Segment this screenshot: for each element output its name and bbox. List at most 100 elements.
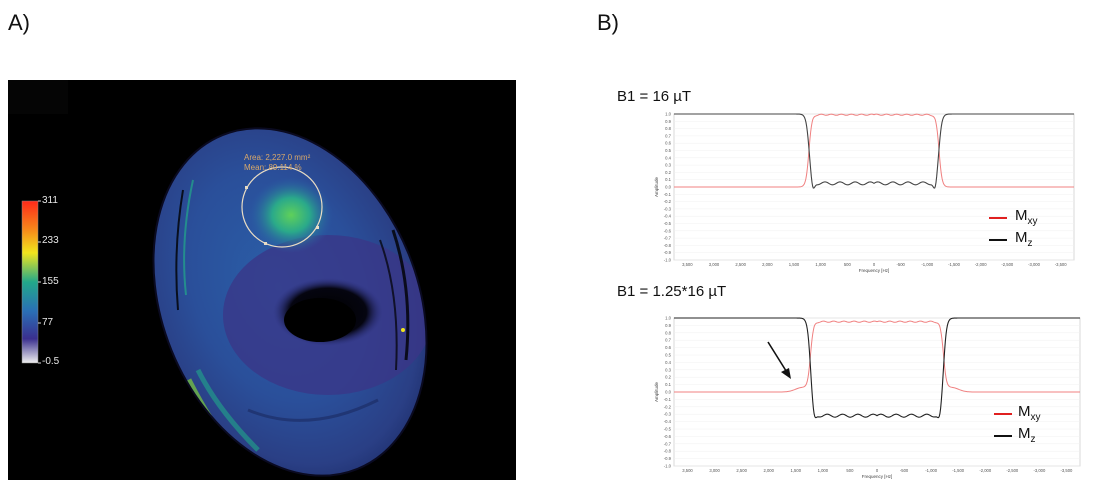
roi-mean-text: Mean: 89.114 % bbox=[244, 163, 302, 172]
mri-map-panel: 311 233 155 77 -0.5 Area: 2,227.0 mm² Me… bbox=[8, 80, 516, 480]
y-tick-label: 0.0 bbox=[665, 390, 671, 395]
y-tick-label: -0.9 bbox=[664, 456, 672, 461]
y-tick-label: -0.8 bbox=[664, 449, 672, 454]
x-tick-label: 2,000 bbox=[763, 468, 774, 473]
y-tick-label: -0.8 bbox=[664, 243, 672, 248]
y-tick-label: 0.9 bbox=[665, 323, 671, 328]
roi-circle bbox=[241, 166, 323, 248]
x-tick-label: 2,000 bbox=[762, 262, 773, 267]
x-tick-label: 500 bbox=[844, 262, 852, 267]
annotation-arrow-head bbox=[781, 368, 791, 379]
legend-line-mxy-2 bbox=[994, 413, 1012, 415]
y-tick-label: -0.3 bbox=[664, 206, 672, 211]
legend-mz-2: Mz bbox=[1018, 425, 1036, 445]
colorbar-label-min: -0.5 bbox=[42, 356, 60, 367]
legend-line-mz-2 bbox=[994, 435, 1012, 437]
x-axis-label: Frequency [Hz] bbox=[859, 268, 890, 273]
x-tick-label: 3,000 bbox=[709, 262, 720, 267]
series-mz bbox=[674, 317, 1080, 419]
y-tick-label: -0.3 bbox=[664, 412, 672, 417]
x-tick-label: -3,000 bbox=[1033, 468, 1046, 473]
x-axis-label: Frequency [Hz] bbox=[862, 474, 893, 479]
x-tick-label: -2,500 bbox=[1006, 468, 1019, 473]
annotation-arrow-shaft bbox=[767, 341, 789, 375]
y-axis-label: Amplitude bbox=[654, 382, 659, 403]
y-tick-label: 0.4 bbox=[665, 360, 671, 365]
y-tick-label: 0.7 bbox=[665, 133, 671, 138]
y-tick-label: 0.7 bbox=[665, 338, 671, 343]
y-tick-label: 0.6 bbox=[665, 141, 671, 146]
x-tick-label: -3,500 bbox=[1055, 262, 1068, 267]
plot2-svg: 1.0 0.9 0.8 0.7 0.6 0.5 0.4 0.3 0.2 0.1 0.0 -0.1 -0.… bbox=[654, 316, 1081, 479]
colorbar bbox=[21, 200, 39, 364]
x-tick-label: 2,500 bbox=[736, 468, 747, 473]
x-tick-label: -3,500 bbox=[1061, 468, 1074, 473]
y-tick-label: 0.8 bbox=[665, 126, 671, 131]
y-axis-label: Amplitude bbox=[654, 177, 659, 198]
legend-mxy-1: Mxy bbox=[1015, 207, 1038, 227]
mri-map-image bbox=[21, 115, 433, 477]
y-tick-label: -0.7 bbox=[664, 441, 672, 446]
x-tick-label: -1,000 bbox=[921, 262, 934, 267]
series-mxy bbox=[674, 320, 1080, 393]
panel-label-b: B) bbox=[597, 10, 619, 35]
roi-area-text: Area: 2,227.0 mm² bbox=[244, 153, 311, 162]
x-tick-label: -1,500 bbox=[952, 468, 965, 473]
legend-line-mxy-1 bbox=[989, 217, 1007, 219]
y-tick-label: 0.5 bbox=[665, 148, 671, 153]
y-tick-label: 0.4 bbox=[665, 155, 671, 160]
x-tick-label: 1,000 bbox=[815, 262, 826, 267]
y-tick-label: 0.2 bbox=[665, 375, 671, 380]
x-tick-label: -500 bbox=[900, 468, 909, 473]
y-tick-label: -0.4 bbox=[664, 419, 672, 424]
y-tick-label: 0.1 bbox=[665, 382, 671, 387]
x-tick-label: 3,500 bbox=[682, 262, 693, 267]
x-tick-label: -2,500 bbox=[1001, 262, 1014, 267]
y-tick-label: -0.1 bbox=[664, 397, 672, 402]
x-tick-label: 3,000 bbox=[709, 468, 720, 473]
y-tick-label: -0.4 bbox=[664, 214, 672, 219]
legend-mxy-2: Mxy bbox=[1018, 403, 1041, 423]
x-tick-label: 1,500 bbox=[789, 262, 800, 267]
x-tick-label: 3,500 bbox=[682, 468, 693, 473]
x-tick-label: -2,000 bbox=[979, 468, 992, 473]
plot-b1-1-25x16: 1.0 0.9 0.8 0.7 0.6 0.5 0.4 0.3 0.2 0.1 0.0 -0.1 -0.… bbox=[652, 312, 1082, 482]
y-tick-label: 1.0 bbox=[665, 316, 671, 321]
panel-label-a: A) bbox=[8, 10, 30, 35]
x-tick-label: 0 bbox=[873, 262, 876, 267]
x-tick-label: 500 bbox=[846, 468, 854, 473]
y-tick-label: -0.1 bbox=[664, 192, 672, 197]
colorbar-label-77: 77 bbox=[42, 317, 54, 328]
plot2-title: B1 = 1.25*16 µT bbox=[617, 283, 727, 300]
plot1-title: B1 = 16 µT bbox=[617, 88, 692, 105]
y-tick-label: 0.6 bbox=[665, 345, 671, 350]
x-tick-label: -3,000 bbox=[1028, 262, 1041, 267]
plot-b1-16: 1.0 0.9 0.8 0.7 0.6 0.5 0.4 0.3 0.2 0.1 0.0 -0.1 -0.… bbox=[652, 108, 1076, 276]
y-tick-label: -0.5 bbox=[664, 427, 672, 432]
x-tick-label: -500 bbox=[896, 262, 905, 267]
y-tick-label: 0.8 bbox=[665, 330, 671, 335]
legend-line-mz-1 bbox=[989, 239, 1007, 241]
y-tick-label: 0.1 bbox=[665, 177, 671, 182]
x-tick-label: 1,500 bbox=[791, 468, 802, 473]
x-tick-label: -1,000 bbox=[925, 468, 938, 473]
y-tick-label: -1.0 bbox=[664, 258, 672, 263]
y-tick-label: 0.2 bbox=[665, 170, 671, 175]
y-tick-label: 0.0 bbox=[665, 185, 671, 190]
y-tick-label: -0.6 bbox=[664, 228, 672, 233]
plot1-svg: 1.0 0.9 0.8 0.7 0.6 0.5 0.4 0.3 0.2 0.1 0.0 -0.1 -0.… bbox=[654, 112, 1075, 273]
x-tick-label: -1,500 bbox=[948, 262, 961, 267]
y-tick-label: 1.0 bbox=[665, 112, 671, 117]
y-tick-label: -1.0 bbox=[664, 464, 672, 469]
x-tick-label: 1,000 bbox=[818, 468, 829, 473]
y-tick-label: -0.2 bbox=[664, 404, 672, 409]
y-tick-label: 0.5 bbox=[665, 353, 671, 358]
y-tick-label: -0.9 bbox=[664, 250, 672, 255]
y-tick-label: 0.9 bbox=[665, 119, 671, 124]
y-tick-label: -0.6 bbox=[664, 434, 672, 439]
series-mz bbox=[674, 113, 1074, 189]
y-tick-label: -0.5 bbox=[664, 221, 672, 226]
y-tick-label: 0.3 bbox=[665, 163, 671, 168]
legend-mz-1: Mz bbox=[1015, 229, 1033, 249]
series-mxy bbox=[674, 113, 1074, 188]
